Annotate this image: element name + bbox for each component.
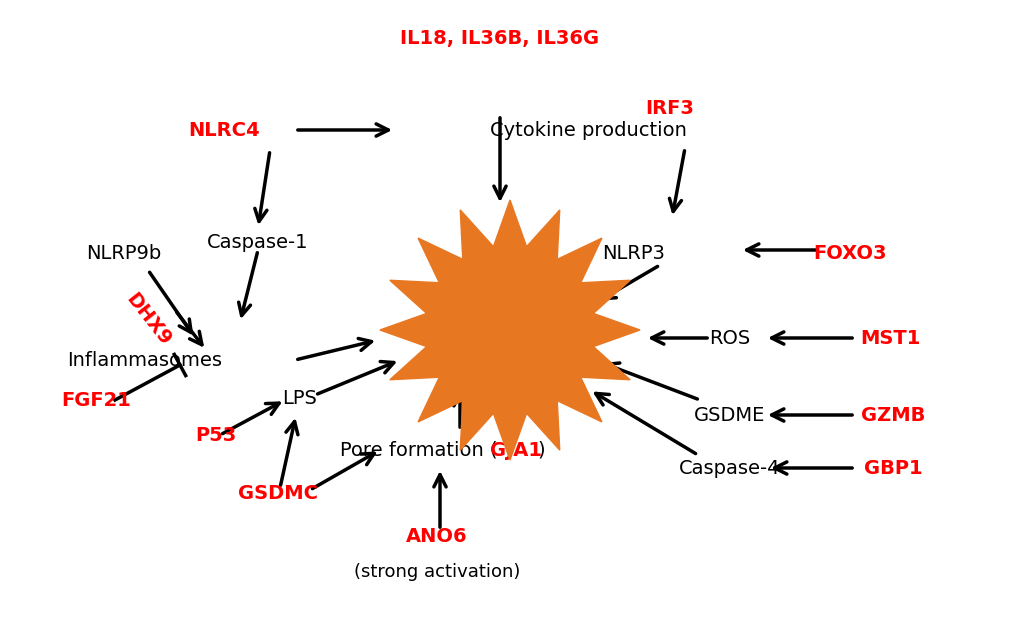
Polygon shape — [380, 200, 639, 460]
Text: MST1: MST1 — [859, 328, 919, 348]
Text: ROS: ROS — [708, 328, 750, 348]
Text: NLRP9b: NLRP9b — [86, 243, 161, 263]
Text: GJA1: GJA1 — [489, 440, 541, 460]
Text: NLRC4: NLRC4 — [189, 120, 260, 140]
Text: P53: P53 — [196, 426, 236, 444]
Text: DHX9: DHX9 — [121, 290, 174, 350]
Text: Caspase-4: Caspase-4 — [679, 459, 780, 477]
Text: GZMB: GZMB — [860, 406, 924, 424]
Text: FOXO3: FOXO3 — [812, 243, 886, 263]
Text: IRF3: IRF3 — [645, 99, 694, 117]
Text: Caspase-1: Caspase-1 — [207, 232, 309, 252]
Text: Pore formation (: Pore formation ( — [339, 440, 497, 460]
Text: ANO6: ANO6 — [406, 527, 468, 545]
Text: LPS: LPS — [282, 388, 317, 408]
Text: FGF21: FGF21 — [61, 390, 130, 410]
Text: GSDMC: GSDMC — [237, 484, 318, 502]
Text: IL18, IL36B, IL36G: IL18, IL36B, IL36G — [400, 28, 599, 48]
Text: NLRP3: NLRP3 — [601, 243, 664, 263]
Text: Pyroptosis: Pyroptosis — [430, 317, 589, 343]
Text: GSDME: GSDME — [694, 406, 765, 424]
Text: ): ) — [536, 440, 544, 460]
Text: GBP1: GBP1 — [863, 459, 921, 477]
Text: Inflammasomes: Inflammasomes — [67, 350, 222, 370]
Text: Cytokine production: Cytokine production — [489, 120, 686, 140]
Text: (strong activation): (strong activation) — [354, 563, 520, 581]
